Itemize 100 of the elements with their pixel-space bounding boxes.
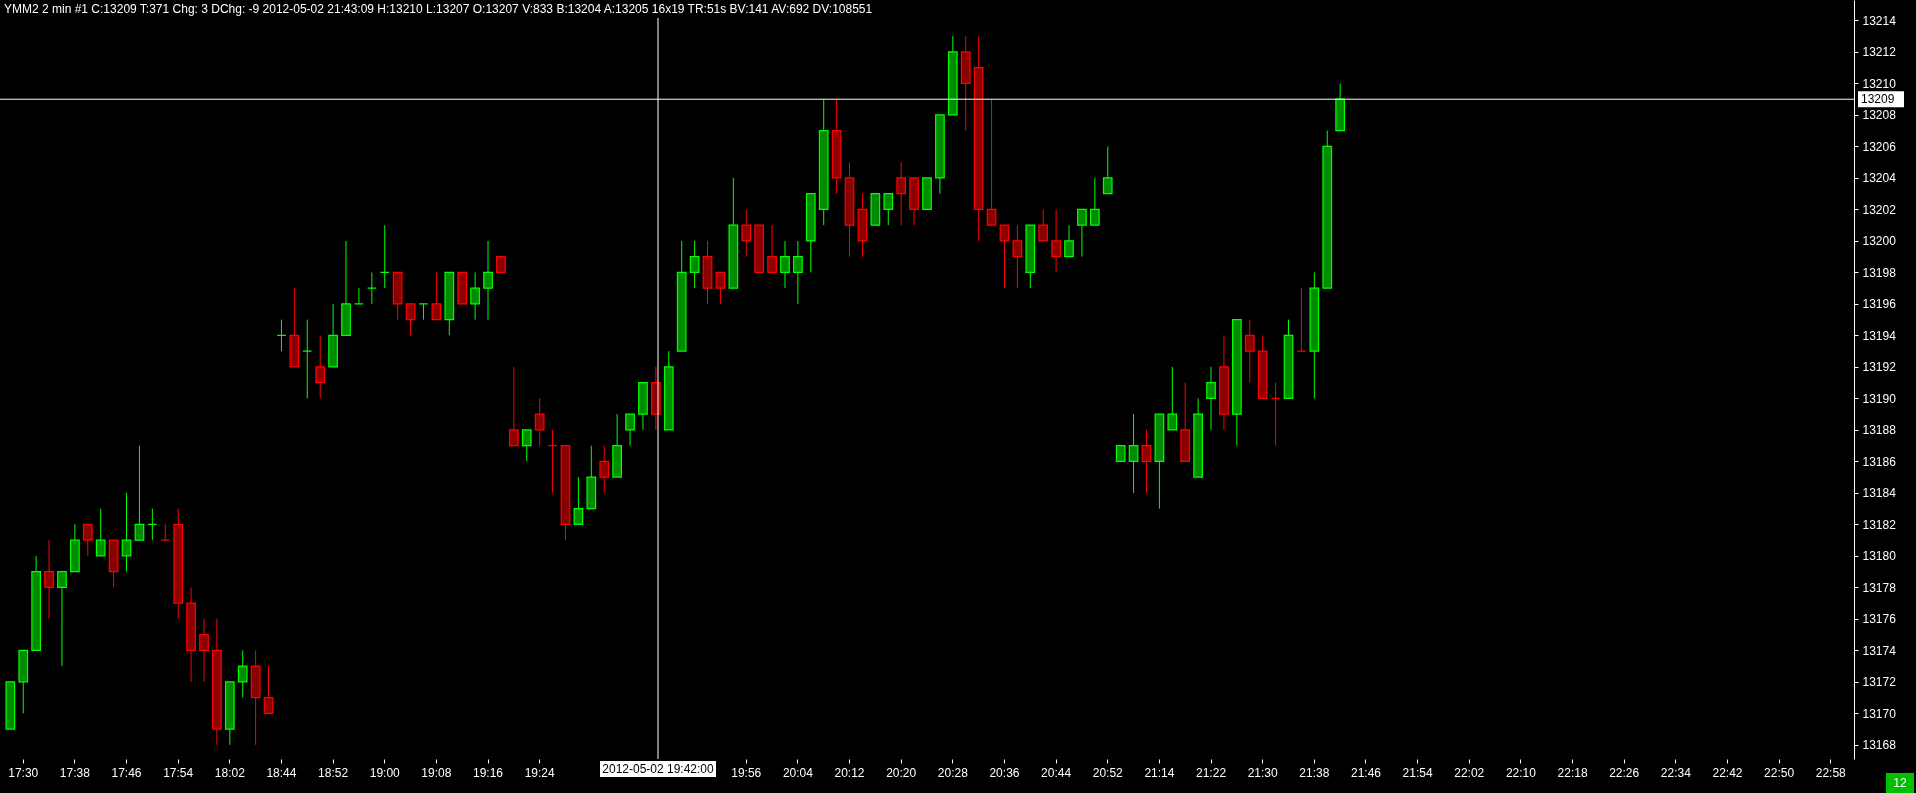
x-tick-label: 18:52 <box>318 765 349 780</box>
x-tick-label: 22:34 <box>1660 765 1692 780</box>
candlestick <box>741 208 752 258</box>
candlestick <box>82 523 93 557</box>
y-tick-label: 13172 <box>1862 675 1897 690</box>
candlestick <box>134 445 145 541</box>
x-tick-label: 21:54 <box>1402 765 1433 780</box>
candlestick <box>999 224 1010 289</box>
candlestick <box>1064 224 1074 258</box>
candlestick <box>767 224 777 274</box>
y-tick-label: 13182 <box>1862 517 1897 532</box>
y-tick-label: 13202 <box>1862 202 1897 217</box>
candlestick <box>121 492 132 573</box>
candlestick <box>599 445 610 494</box>
candlestick <box>57 571 67 667</box>
x-tick-label: 19:16 <box>473 765 504 780</box>
x-tick-label: 22:50 <box>1764 765 1795 780</box>
y-tick-label: 13210 <box>1862 76 1897 91</box>
x-tick-label: 17:38 <box>59 765 91 780</box>
y-tick-label: 13200 <box>1862 234 1897 249</box>
y-tick-label: 13206 <box>1862 139 1897 154</box>
y-tick-label: 13212 <box>1862 45 1897 60</box>
x-tick-label: 22:58 <box>1815 765 1847 780</box>
candlestick <box>199 618 209 683</box>
candlestick <box>237 649 248 699</box>
x-tick-label: 18:02 <box>214 765 246 780</box>
candlestick <box>315 334 326 399</box>
candlestick <box>1051 208 1061 273</box>
y-tick-label: 13190 <box>1862 391 1897 406</box>
x-tick-label: 21:46 <box>1350 765 1382 780</box>
candlestick <box>896 161 907 226</box>
candlestick <box>1206 366 1216 431</box>
x-tick-label: 21:14 <box>1144 765 1175 780</box>
candlestick <box>625 413 635 447</box>
x-tick-label: 20:44 <box>1041 765 1072 780</box>
x-tick-label: 22:26 <box>1609 765 1640 780</box>
y-tick-label: 13192 <box>1862 360 1897 375</box>
candlestick <box>883 193 894 226</box>
candlestick <box>1167 366 1178 431</box>
y-tick-label: 13196 <box>1862 297 1897 312</box>
candlestick <box>573 476 584 525</box>
x-tick-label: 20:52 <box>1092 765 1124 780</box>
x-tick-label: 17:30 <box>8 765 39 780</box>
candlestick <box>1089 177 1100 226</box>
candlestick <box>44 539 54 620</box>
x-tick-label: 20:36 <box>989 765 1020 780</box>
candlestick <box>160 523 171 541</box>
x-tick-label: 22:02 <box>1454 765 1485 780</box>
x-tick-label: 19:08 <box>421 765 452 780</box>
y-tick-label: 13178 <box>1862 580 1897 595</box>
y-tick-label: 13170 <box>1862 706 1897 721</box>
x-tick-label: 20:04 <box>782 765 814 780</box>
candlestick <box>793 240 803 305</box>
text: 2012-05-02 19:42:00 <box>602 762 715 776</box>
candlestick <box>483 240 493 321</box>
x-tick-label: 18:44 <box>266 765 297 780</box>
candlestick <box>431 271 442 321</box>
x-tick-label: 22:10 <box>1505 765 1537 780</box>
y-tick-label: 13184 <box>1862 486 1897 501</box>
candlestick <box>1038 208 1049 242</box>
y-tick-label: 13174 <box>1862 643 1897 658</box>
candlestick <box>715 271 726 305</box>
x-tick-label: 20:28 <box>937 765 969 780</box>
candlestick <box>405 303 416 336</box>
y-tick-label: 13214 <box>1862 13 1897 28</box>
x-tick-label: 19:56 <box>731 765 762 780</box>
x-tick-label: 21:30 <box>1247 765 1279 780</box>
candlestick <box>263 665 274 714</box>
y-tick-label: 13168 <box>1862 738 1897 753</box>
candlestick <box>1141 429 1152 494</box>
y-tick-label: 13194 <box>1862 328 1897 343</box>
y-tick-label: 13180 <box>1862 549 1897 564</box>
x-tick-label: 21:38 <box>1299 765 1330 780</box>
candlestick <box>689 240 700 289</box>
x-tick-label: 20:12 <box>834 765 865 780</box>
x-tick-label: 19:00 <box>369 765 401 780</box>
candlestick <box>534 397 545 447</box>
candlestick <box>418 303 429 321</box>
candlestick <box>1244 319 1255 384</box>
y-tick-label: 13204 <box>1862 171 1897 186</box>
candlestick <box>1077 208 1087 258</box>
y-tick-label: 13176 <box>1862 612 1897 627</box>
x-tick-label: 19:24 <box>524 765 556 780</box>
x-tick-label: 21:22 <box>1196 765 1227 780</box>
ref-line-label: 13209 <box>1861 92 1895 107</box>
y-tick-label: 13198 <box>1862 265 1897 280</box>
candlestick <box>1128 413 1139 494</box>
x-tick-label: 17:54 <box>163 765 194 780</box>
y-tick-label: 13188 <box>1862 423 1897 438</box>
x-tick-label: 22:42 <box>1712 765 1743 780</box>
y-tick-label: 13208 <box>1862 108 1897 123</box>
text: 12 <box>1893 776 1907 790</box>
candlestick <box>508 366 519 447</box>
x-tick-label: 22:18 <box>1557 765 1588 780</box>
candlestick <box>1102 145 1113 195</box>
x-tick-label: 17:46 <box>111 765 142 780</box>
y-tick-label: 13186 <box>1862 454 1897 469</box>
candlestick <box>780 240 790 289</box>
candlestick <box>95 508 106 557</box>
candlestick <box>1012 224 1023 289</box>
